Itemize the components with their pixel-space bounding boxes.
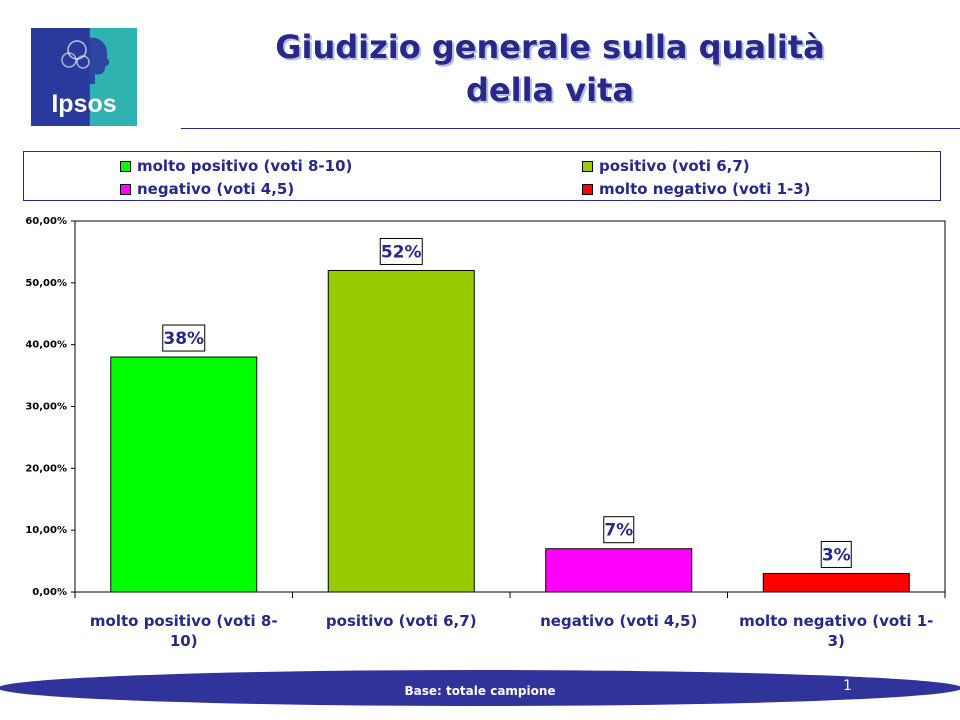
legend-item-molto-positivo: molto positivo (voti 8-10) [120, 157, 352, 175]
legend-swatch-positivo [582, 160, 593, 172]
x-category-label: positivo (voti 6,7) [326, 612, 477, 630]
title-line-2: della vita [466, 71, 634, 109]
data-label-box [162, 324, 206, 352]
legend-swatch-negativo [120, 183, 131, 195]
x-category-label: negativo (voti 4,5) [540, 612, 697, 630]
legend-label-negativo: negativo (voti 4,5) [137, 180, 295, 198]
bar [327, 269, 475, 593]
data-label: 38% [163, 329, 204, 349]
legend-label-molto-negativo: molto negativo (voti 1-3) [599, 180, 811, 198]
y-tick-label: 20,00% [25, 463, 67, 474]
legend-item-molto-negativo: molto negativo (voti 1-3) [582, 180, 811, 198]
y-tick-label: 40,00% [25, 340, 67, 351]
footer-ellipse [0, 670, 960, 706]
x-category-label: 10) [170, 632, 198, 650]
ipsos-logo: Ipsos [31, 28, 137, 126]
data-label-box [379, 237, 423, 265]
ipsos-logo-graphic: Ipsos [31, 28, 137, 126]
data-label: 7% [604, 521, 633, 541]
legend-swatch-molto-positivo [120, 160, 131, 172]
y-tick-label: 60,00% [25, 216, 67, 227]
footer-band [0, 670, 960, 706]
chart-legend: molto positivo (voti 8-10) positivo (vot… [23, 151, 941, 201]
data-label: 3% [822, 545, 851, 565]
legend-item-positivo: positivo (voti 6,7) [582, 157, 750, 175]
logo-text: Ipsos [51, 90, 116, 118]
bar [545, 548, 693, 593]
legend-item-negativo: negativo (voti 4,5) [120, 180, 294, 198]
y-tick-label: 0,00% [32, 587, 67, 598]
data-label-box [603, 516, 635, 544]
legend-label-positivo: positivo (voti 6,7) [599, 157, 750, 175]
data-label-box [820, 540, 852, 568]
x-category-label: 3) [828, 632, 845, 650]
page-title: Giudizio generale sulla qualità della vi… [200, 26, 900, 112]
title-line-1: Giudizio generale sulla qualità [275, 28, 825, 66]
y-tick-label: 10,00% [25, 525, 67, 536]
title-divider [181, 128, 960, 129]
page-number: 1 [843, 678, 852, 694]
bar [762, 572, 910, 593]
base-note: Base: totale campione [404, 684, 556, 698]
x-category-label: molto positivo (voti 8- [90, 612, 278, 630]
legend-swatch-molto-negativo [582, 183, 593, 195]
y-tick-label: 50,00% [25, 278, 67, 289]
legend-label-molto-positivo: molto positivo (voti 8-10) [137, 157, 353, 175]
bar [110, 356, 258, 593]
y-tick-label: 30,00% [25, 402, 67, 413]
data-label: 52% [381, 242, 422, 262]
x-category-label: molto negativo (voti 1- [739, 612, 933, 630]
